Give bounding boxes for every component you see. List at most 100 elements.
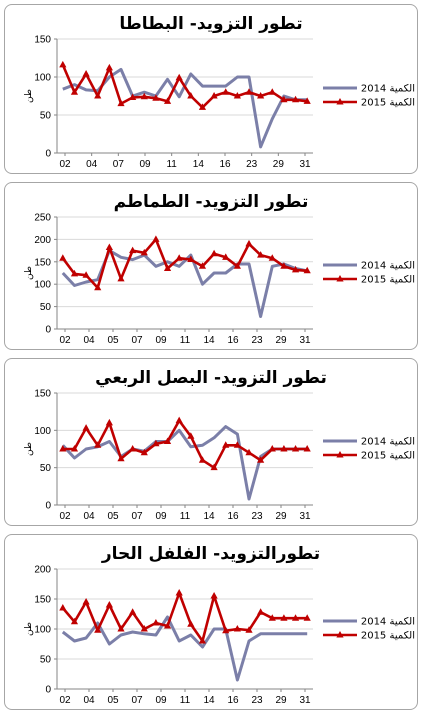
data-point <box>175 589 183 596</box>
legend-label: 2014 الكمية <box>361 261 415 272</box>
data-point <box>129 93 137 101</box>
y-tick-label: 250 <box>34 213 51 224</box>
x-tick-label: 29 <box>275 511 287 522</box>
data-point <box>175 254 183 261</box>
chart-panel-hot-pepper: تطورالتزويد- الفلفل الحار 0 50 100 150 200 طن 0… <box>4 534 418 710</box>
chart-panel-onion: تطور التزويد- البصل الربعي 0 50 100 150 طن 02 0… <box>4 358 418 526</box>
x-tick-label: 05 <box>107 511 119 522</box>
x-tick-label: 14 <box>203 335 215 346</box>
data-point <box>291 614 300 621</box>
data-point <box>268 88 276 95</box>
data-point <box>163 97 172 104</box>
data-point <box>105 601 113 608</box>
data-point <box>291 445 300 452</box>
data-point <box>152 94 160 101</box>
data-point <box>268 614 276 621</box>
x-tick-label: 16 <box>227 335 239 346</box>
legend-label: 2014 الكمية <box>361 437 415 448</box>
data-point <box>280 95 288 103</box>
x-tick-label: 31 <box>299 335 311 346</box>
data-point <box>94 283 102 291</box>
y-tick-label: 200 <box>34 565 51 576</box>
data-point <box>245 626 253 633</box>
data-point <box>163 264 172 272</box>
data-point <box>175 416 183 424</box>
data-point <box>70 269 79 277</box>
x-tick-label: 23 <box>246 159 258 170</box>
legend-label: 2014 الكمية <box>361 84 415 95</box>
data-point <box>59 604 67 611</box>
y-tick-label: 150 <box>34 257 51 268</box>
x-tick-label: 11 <box>180 695 191 706</box>
x-tick-label: 11 <box>180 511 191 522</box>
x-tick-label: 04 <box>83 335 95 346</box>
x-tick-label: 07 <box>113 159 125 170</box>
data-point <box>140 448 148 456</box>
data-point <box>303 445 311 452</box>
chart-svg-tomato: تطور التزويد- الطماطم050100150200250طن02… <box>24 192 415 346</box>
data-point <box>163 622 172 629</box>
data-point <box>152 235 160 242</box>
data-point <box>210 249 218 257</box>
data-point <box>105 243 113 250</box>
x-tick-label: 31 <box>299 695 311 706</box>
series-line-2014 <box>61 425 308 501</box>
data-point <box>257 456 265 463</box>
data-point <box>198 103 207 110</box>
y-axis-label: طن <box>24 266 34 280</box>
chart-title: تطور التزويد- البصل الربعي <box>95 368 327 388</box>
x-tick-label: 09 <box>155 335 167 346</box>
legend-marker <box>336 631 344 638</box>
data-point <box>303 614 311 621</box>
data-point <box>117 454 125 462</box>
x-tick-label: 23 <box>251 695 263 706</box>
data-point <box>129 445 137 452</box>
y-axis-label: طن <box>24 89 34 103</box>
data-point <box>280 445 288 452</box>
data-point <box>187 92 195 99</box>
data-point <box>117 99 125 107</box>
legend-label: 2015 الكمية <box>361 451 415 462</box>
data-point <box>152 619 160 626</box>
y-tick-label: 0 <box>45 501 51 512</box>
x-tick-label: 09 <box>139 159 151 170</box>
x-tick-label: 31 <box>299 159 311 170</box>
x-tick-label: 29 <box>275 335 287 346</box>
data-point <box>303 97 311 104</box>
data-point <box>291 95 300 103</box>
data-point <box>222 626 230 634</box>
legend-label: 2014 الكمية <box>361 617 415 628</box>
x-tick-label: 02 <box>59 511 71 522</box>
y-tick-label: 150 <box>34 35 51 46</box>
chart-panel-tomato: تطور التزويد- الطماطم 0 50 100 150 200 250 طن 02… <box>4 182 418 350</box>
data-point <box>70 445 79 452</box>
x-tick-label: 09 <box>155 695 167 706</box>
y-tick-label: 100 <box>34 426 51 437</box>
x-tick-label: 02 <box>59 159 71 170</box>
data-point <box>210 592 218 599</box>
data-point <box>257 251 265 258</box>
data-point <box>163 437 172 445</box>
data-point <box>233 92 241 99</box>
data-point <box>140 248 148 256</box>
chart-title: تطورالتزويد- الفلفل الحار <box>101 544 320 564</box>
data-point <box>94 441 102 448</box>
data-point <box>187 620 195 627</box>
data-point <box>59 60 67 68</box>
legend-label: 2015 الكمية <box>361 98 415 109</box>
y-tick-label: 150 <box>34 595 51 606</box>
data-point <box>140 92 148 100</box>
data-point <box>59 445 67 452</box>
x-tick-label: 05 <box>107 695 119 706</box>
x-tick-label: 11 <box>166 159 177 170</box>
y-tick-label: 100 <box>34 280 51 291</box>
data-point <box>268 445 276 452</box>
data-point <box>222 88 230 95</box>
x-tick-label: 09 <box>155 511 167 522</box>
data-point <box>210 463 218 471</box>
legend-label: 2015 الكمية <box>361 631 415 642</box>
data-point <box>117 625 125 632</box>
data-point <box>210 92 218 99</box>
data-point <box>117 274 125 282</box>
data-point <box>245 239 253 247</box>
